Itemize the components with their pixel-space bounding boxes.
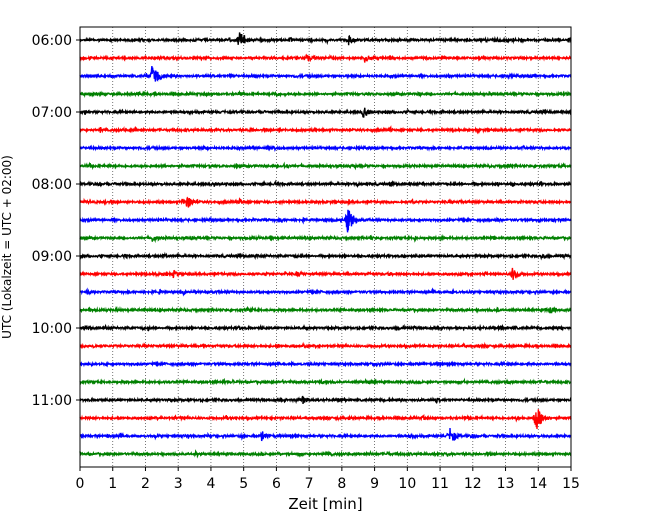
y-axis-ticks: 06:00 07:00 08:00 09:00 10:00 11:00 [32, 33, 80, 409]
trace-10 [79, 209, 572, 233]
trace-13 [79, 267, 572, 280]
x-tick-label: 4 [206, 476, 215, 492]
trace-7 [79, 161, 572, 171]
trace-2 [79, 65, 572, 82]
trace-12 [79, 251, 572, 261]
y-tick-label: 10:00 [32, 321, 72, 337]
x-tick-label: 13 [497, 476, 515, 492]
x-tick-label: 12 [464, 476, 482, 492]
plot-frame [79, 26, 572, 468]
trace-5 [79, 125, 572, 135]
trace-15 [79, 305, 572, 314]
x-tick-label: 1 [108, 476, 117, 492]
x-tick-label: 2 [141, 476, 150, 492]
y-tick-label: 11:00 [32, 393, 72, 409]
trace-22 [79, 428, 572, 442]
trace-0 [79, 32, 572, 46]
x-tick-label: 8 [337, 476, 346, 492]
trace-14 [79, 287, 572, 297]
y-tick-label: 06:00 [32, 33, 72, 49]
trace-20 [79, 395, 572, 405]
trace-16 [79, 323, 572, 332]
trace-9 [79, 196, 572, 208]
x-tick-label: 3 [174, 476, 183, 492]
trace-3 [79, 89, 572, 99]
trace-11 [79, 233, 572, 244]
x-tick-label: 5 [239, 476, 248, 492]
x-tick-label: 15 [562, 476, 580, 492]
y-tick-label: 09:00 [32, 249, 72, 265]
x-axis-ticks: 0 1 2 3 4 5 6 7 8 9 10 11 12 13 14 15 [76, 467, 580, 492]
x-axis-label: Zeit [min] [288, 495, 362, 513]
trace-6 [79, 144, 572, 152]
x-tick-label: 0 [76, 476, 85, 492]
trace-18 [79, 360, 572, 369]
trace-8 [79, 179, 572, 188]
x-tick-label: 7 [305, 476, 314, 492]
trace-21 [79, 409, 572, 429]
trace-4 [79, 107, 572, 118]
trace-19 [79, 377, 572, 386]
y-tick-label: 07:00 [32, 105, 72, 121]
x-tick-label: 11 [431, 476, 449, 492]
y-axis-label: UTC (Lokalzeit = UTC + 02:00) [0, 155, 14, 339]
x-tick-label: 14 [529, 476, 547, 492]
traces-group [79, 32, 572, 459]
trace-1 [79, 53, 572, 63]
x-tick-label: 6 [272, 476, 281, 492]
x-gridlines [112, 27, 539, 467]
trace-23 [79, 449, 572, 459]
x-tick-label: 10 [398, 476, 416, 492]
x-tick-label: 9 [370, 476, 379, 492]
trace-17 [79, 341, 572, 350]
y-tick-label: 08:00 [32, 177, 72, 193]
